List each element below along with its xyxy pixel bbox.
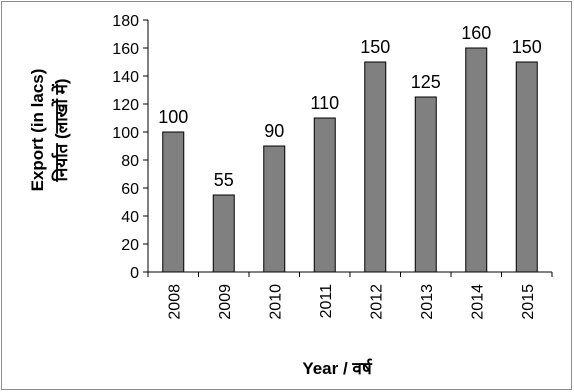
x-tick-label-2015: 2015	[520, 284, 537, 320]
y-axis-title-line2: निर्यात (लाखों में)	[51, 79, 71, 183]
x-tick-label-2011: 2011	[318, 284, 335, 319]
data-label-2014: 160	[461, 23, 491, 43]
y-axis-title-line1: Export (in lacs)	[28, 69, 47, 192]
y-tick-label: 180	[112, 13, 139, 30]
y-axis-title: Export (in lacs) निर्यात (लाखों में)	[28, 69, 71, 192]
bar-2009	[212, 194, 235, 273]
y-tick-label: 20	[121, 237, 139, 254]
x-tick-label-2014: 2014	[469, 284, 486, 320]
bar-2012	[364, 61, 387, 273]
bar-2011	[313, 117, 336, 273]
y-tick-label: 0	[130, 265, 139, 282]
data-label-2013: 125	[411, 72, 441, 92]
data-label-2008: 100	[158, 107, 188, 127]
y-tick-label: 160	[112, 41, 139, 58]
y-axis-ticks: 0 20 40 60 80 100 120 140 160 180	[112, 13, 148, 282]
y-tick-label: 80	[121, 153, 139, 170]
y-tick-label: 140	[112, 69, 139, 86]
data-labels: 100 55 90 110 150 125 160 150	[158, 23, 542, 190]
data-label-2009: 55	[214, 170, 234, 190]
data-label-2010: 90	[264, 121, 284, 141]
bar-2010	[263, 145, 286, 273]
x-tick-label-2012: 2012	[368, 284, 385, 320]
y-tick-label: 40	[121, 209, 139, 226]
y-tick-label: 60	[121, 181, 139, 198]
x-axis-title: Year / वर्ष	[302, 358, 373, 378]
y-tick-label: 120	[112, 97, 139, 114]
bar-2015	[515, 61, 538, 273]
bar-2014	[465, 47, 488, 273]
x-tick-label-2013: 2013	[419, 284, 436, 320]
data-label-2011: 110	[310, 93, 339, 113]
x-axis-ticks: 2008 2009 2010 2011 2012 2013 2014 2015	[147, 272, 553, 320]
x-tick-label-2010: 2010	[267, 284, 284, 320]
x-tick-label-2009: 2009	[217, 284, 234, 320]
y-tick-label: 100	[112, 125, 139, 142]
x-tick-label-2008: 2008	[166, 284, 183, 320]
bar-2008	[162, 131, 185, 273]
bars	[162, 47, 538, 273]
data-label-2015: 150	[512, 37, 542, 57]
data-label-2012: 150	[360, 37, 390, 57]
bar-2013	[414, 96, 437, 273]
